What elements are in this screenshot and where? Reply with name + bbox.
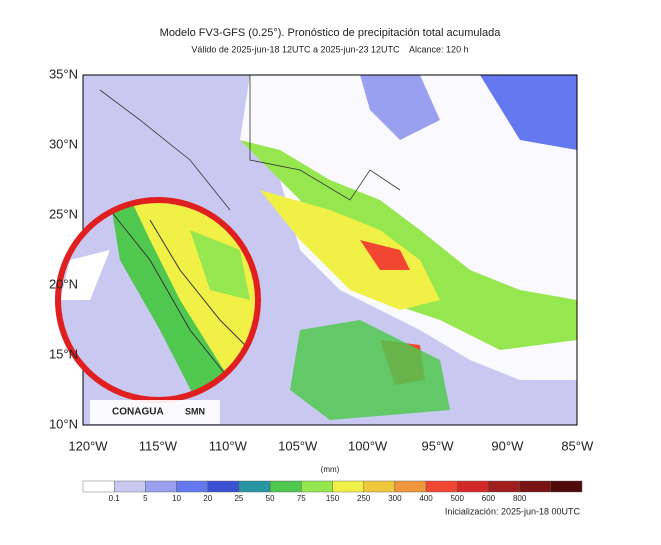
colorbar-label: 250 (357, 494, 371, 503)
lat-labels: 35°N 30°N 25°N 20°N 15°N 10°N (49, 66, 78, 431)
colorbar-unit: (mm) (321, 465, 340, 474)
map: CONAGUA SMN (55, 74, 578, 426)
lon-label: 95°W (422, 438, 455, 453)
colorbar-label: 10 (172, 494, 181, 503)
lon-labels: 120°W 115°W 110°W 105°W 100°W 95°W 90°W 85°W (68, 438, 594, 453)
colorbar-box (82, 480, 115, 493)
lat-label: 15°N (49, 346, 78, 361)
lat-label: 35°N (49, 66, 78, 81)
lat-label: 10°N (49, 416, 78, 431)
colorbar-label: 0.1 (109, 494, 121, 503)
subtitle: Válido de 2025-jun-18 12UTC a 2025-jun-2… (191, 44, 468, 54)
lon-label: 115°W (139, 438, 178, 453)
colorbar-box (113, 480, 146, 493)
colorbar-box (176, 480, 208, 493)
logo-conagua: CONAGUA (112, 407, 164, 418)
lon-label: 90°W (491, 438, 524, 453)
colorbar-label: 150 (326, 494, 340, 503)
lon-label: 100°W (348, 438, 388, 453)
colorbar-box (394, 480, 427, 493)
logo-smn: SMN (185, 406, 205, 416)
colorbar-box (332, 480, 364, 493)
colorbar-label: 500 (451, 494, 465, 503)
initialization: Inicialización: 2025-jun-18 00UTC (445, 506, 581, 516)
title: Modelo FV3-GFS (0.25°). Pronóstico de pr… (160, 27, 502, 39)
colorbar-label: 75 (297, 494, 306, 503)
lon-label: 120°W (68, 438, 108, 453)
colorbar: 0.1 5 10 20 25 50 75 150 250 300 400 500 600 800 (82, 480, 583, 503)
colorbar-label: 400 (419, 494, 433, 503)
colorbar-box (519, 480, 552, 493)
lat-label: 20°N (49, 276, 78, 291)
zoom-inset (55, 197, 261, 403)
colorbar-label: 20 (203, 494, 212, 503)
colorbar-label: 25 (234, 494, 243, 503)
colorbar-label: 5 (143, 494, 148, 503)
colorbar-label: 800 (513, 494, 527, 503)
colorbar-label: 300 (388, 494, 402, 503)
lon-label: 110°W (209, 438, 248, 453)
colorbar-label: 600 (482, 494, 496, 503)
lat-label: 25°N (49, 206, 78, 221)
colorbar-box (488, 480, 520, 493)
colorbar-label: 50 (266, 494, 275, 503)
lon-label: 85°W (561, 438, 594, 453)
colorbar-box (425, 480, 458, 493)
colorbar-box (145, 480, 177, 493)
colorbar-box (550, 480, 583, 493)
colorbar-box (238, 480, 271, 493)
lon-label: 105°W (278, 438, 318, 453)
colorbar-box (363, 480, 396, 493)
lat-label: 30°N (49, 136, 78, 151)
colorbar-box (207, 480, 240, 493)
colorbar-box (269, 480, 302, 493)
colorbar-box (301, 480, 333, 493)
colorbar-box (457, 480, 489, 493)
